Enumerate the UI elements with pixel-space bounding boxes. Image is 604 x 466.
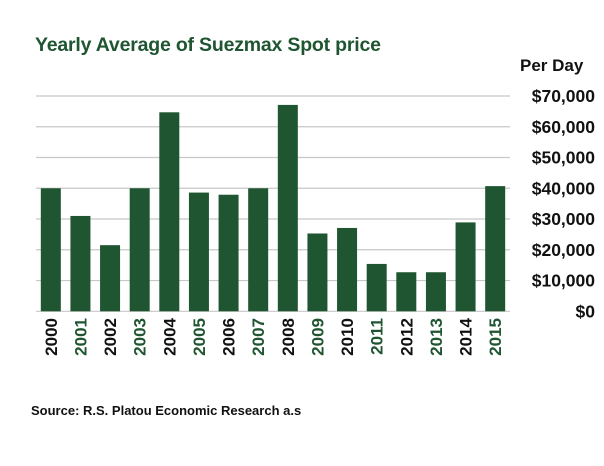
y-tick-label: $30,000: [532, 209, 596, 229]
bar-2012: [396, 272, 417, 312]
x-tick-label: 2001: [71, 318, 90, 356]
bar-2013: [425, 272, 446, 312]
bar-2008: [277, 104, 298, 312]
bars: [40, 104, 506, 312]
bar-2007: [248, 188, 269, 312]
x-tick-label: 2004: [160, 317, 179, 355]
bar-2009: [307, 233, 328, 312]
source-note: Source: R.S. Platou Economic Research a.…: [31, 403, 302, 418]
x-tick-label: 2008: [279, 318, 298, 356]
x-tick-label: 2003: [131, 318, 150, 356]
x-tick-label: 2010: [338, 318, 357, 356]
bar-2003: [129, 188, 150, 312]
bar-2000: [40, 188, 61, 312]
bar-2010: [337, 227, 358, 312]
x-tick-label: 2006: [220, 318, 239, 356]
y-tick-label: $20,000: [532, 240, 596, 260]
bar-2004: [159, 112, 180, 312]
y-tick-label: $60,000: [532, 117, 596, 137]
y-tick-label: $10,000: [532, 271, 596, 291]
x-tick-label: 2012: [397, 318, 416, 356]
y-tick-label: $70,000: [532, 86, 596, 106]
bar-2001: [70, 215, 91, 312]
y-tick-label: $50,000: [532, 148, 596, 168]
y-tick-label: $0: [576, 301, 596, 321]
y-axis-unit-label: Per Day: [520, 56, 584, 75]
bar-2014: [455, 222, 476, 312]
x-tick-labels: 2000 2001 2002 2003 2004 2005 2006 2007 2008 2009…: [42, 317, 505, 355]
y-tick-label: $40,000: [532, 178, 596, 198]
x-tick-label: 2005: [190, 318, 209, 356]
x-tick-label: 2007: [249, 318, 268, 356]
x-tick-label: 2011: [368, 318, 387, 355]
bar-2011: [366, 263, 387, 312]
x-tick-label: 2000: [42, 318, 61, 356]
bar-2015: [485, 186, 506, 312]
x-tick-label: 2002: [101, 318, 120, 356]
x-tick-label: 2013: [427, 318, 446, 356]
chart-title: Yearly Average of Suezmax Spot price: [35, 34, 381, 56]
bar-2005: [188, 192, 209, 312]
bar-2006: [218, 194, 239, 312]
x-tick-label: 2014: [457, 317, 476, 355]
y-tick-labels: $0 $10,000 $20,000 $30,000 $40,000 $50,000 $60…: [532, 86, 596, 321]
bar-2002: [100, 245, 121, 312]
x-tick-label: 2009: [308, 318, 327, 356]
x-tick-label: 2015: [486, 318, 505, 356]
